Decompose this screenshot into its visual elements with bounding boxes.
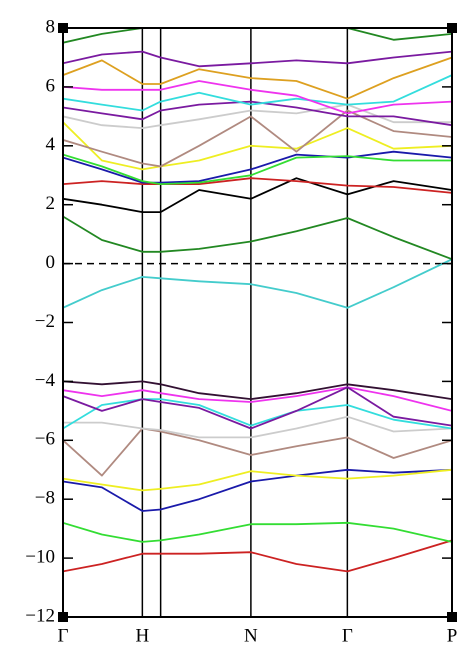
band [63, 109, 452, 168]
band [63, 56, 452, 100]
band [63, 153, 452, 185]
band [63, 80, 452, 115]
band [63, 258, 452, 309]
y-tick-label: −12 [25, 605, 55, 626]
band [63, 386, 452, 430]
y-tick-label: −6 [35, 429, 55, 450]
bands [63, 28, 452, 573]
band [63, 521, 452, 543]
band [63, 100, 452, 127]
y-tick-label: 0 [46, 252, 56, 273]
band [63, 386, 452, 412]
band [63, 398, 452, 430]
y-tick-label: 6 [46, 75, 56, 96]
band [63, 121, 452, 171]
corner [58, 612, 68, 622]
band [63, 539, 452, 573]
plot-frame [62, 27, 453, 618]
y-tick-label: 4 [46, 134, 56, 155]
band [63, 177, 452, 213]
y-tick-label: −10 [25, 546, 55, 567]
band [63, 50, 452, 68]
band [63, 468, 452, 512]
band [63, 415, 452, 439]
y-tick-label: 8 [46, 16, 56, 37]
x-tick-label: Γ [342, 625, 353, 646]
x-tick-label: Γ [58, 625, 69, 646]
band [63, 380, 452, 400]
x-tick-label: N [244, 625, 258, 646]
y-tick-label: −2 [35, 311, 55, 332]
corner [447, 23, 457, 33]
band [63, 28, 452, 44]
y-tick-label: −8 [35, 488, 55, 509]
band [63, 150, 452, 184]
y-tick-label: −4 [35, 370, 56, 391]
x-tick-label: H [135, 625, 149, 646]
band [63, 103, 452, 129]
band [63, 427, 452, 477]
band [63, 74, 452, 112]
band [63, 177, 452, 194]
corner [58, 23, 68, 33]
y-tick-label: 2 [46, 193, 56, 214]
corner [447, 612, 457, 622]
band [63, 215, 452, 261]
band [63, 468, 452, 492]
x-tick-label: P [447, 625, 458, 646]
